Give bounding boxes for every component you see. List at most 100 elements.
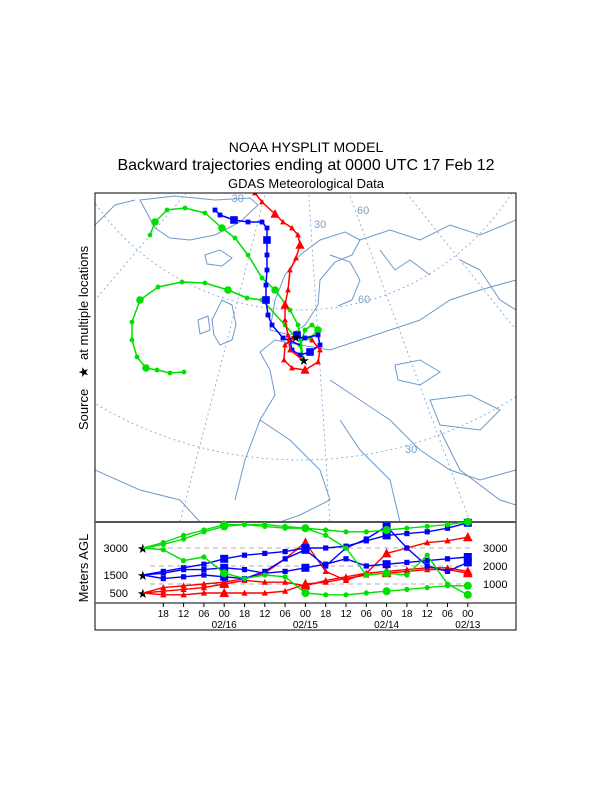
triangle-marker	[200, 580, 208, 587]
circle-marker	[404, 525, 410, 531]
circle-marker	[147, 232, 153, 238]
triangle-marker	[281, 578, 289, 585]
square-marker	[302, 335, 308, 341]
x-tick-label: 12	[259, 609, 271, 620]
square-marker	[264, 267, 270, 273]
triangle-marker	[160, 587, 167, 594]
circle-marker	[151, 218, 159, 226]
source-star-icon: ★	[290, 330, 302, 345]
x-tick-label: 00	[462, 609, 474, 620]
trajectory-path	[131, 281, 296, 374]
graticule-label: 30	[405, 444, 417, 456]
series-1500-m-b	[142, 553, 472, 576]
date-label: 02/16	[212, 620, 237, 631]
circle-marker	[382, 587, 391, 596]
circle-marker	[424, 552, 430, 558]
circle-marker	[444, 522, 451, 528]
graticule-label: -30	[228, 193, 244, 205]
triangle-marker	[200, 589, 208, 596]
square-marker	[297, 352, 303, 358]
square-marker	[263, 282, 269, 288]
square-marker	[262, 296, 270, 304]
circle-marker	[282, 525, 288, 531]
circle-marker	[232, 235, 238, 241]
right-tick-label: 3000	[483, 543, 507, 555]
plot-subtitle: GDAS Meteorological Data	[228, 176, 385, 191]
circle-marker	[201, 554, 207, 560]
circle-marker	[164, 207, 170, 213]
circle-marker	[382, 569, 391, 578]
triangle-marker	[259, 198, 265, 205]
circle-marker	[463, 590, 472, 599]
circle-marker	[160, 541, 166, 548]
square-marker	[463, 558, 472, 567]
square-marker	[382, 531, 391, 540]
circle-marker	[136, 296, 144, 304]
x-tick-label: 00	[300, 609, 312, 620]
triangle-marker	[282, 341, 288, 348]
triangle-marker	[219, 578, 229, 588]
square-marker	[160, 576, 166, 582]
circle-marker	[154, 367, 160, 373]
circle-marker	[259, 275, 265, 281]
circle-marker	[463, 581, 472, 590]
circle-marker	[202, 210, 208, 216]
square-marker	[343, 556, 349, 562]
circle-marker	[343, 592, 349, 598]
square-marker	[264, 225, 270, 231]
circle-marker	[202, 280, 208, 286]
square-marker	[201, 561, 207, 567]
triangle-marker	[424, 566, 431, 573]
left-tick-label: 3000	[104, 543, 128, 555]
triangle-marker	[219, 587, 229, 597]
star-icon: ★	[137, 541, 149, 556]
circle-marker	[220, 569, 229, 578]
square-marker	[444, 525, 451, 531]
square-marker	[363, 536, 369, 542]
triangle-marker	[424, 539, 431, 546]
circle-marker	[363, 572, 369, 578]
map-trajectory-blue	[287, 331, 323, 358]
square-marker	[181, 567, 187, 573]
x-tick-label: 12	[178, 609, 190, 620]
map-trajectory-green	[147, 205, 304, 361]
map-panel: -30 30 60 60 30 ★★	[94, 192, 517, 523]
square-marker	[282, 568, 288, 574]
circle-marker	[424, 523, 430, 530]
square-marker	[363, 563, 369, 569]
date-label: 02/13	[455, 620, 480, 631]
triangle-marker	[200, 584, 208, 591]
square-marker	[259, 219, 265, 225]
circle-marker	[404, 572, 410, 578]
triangle-marker	[315, 358, 321, 365]
star-icon: ★	[137, 586, 149, 601]
square-marker	[289, 347, 295, 353]
triangle-marker	[309, 336, 315, 343]
square-marker	[230, 216, 238, 224]
triangle-marker	[300, 578, 311, 588]
square-marker	[315, 332, 321, 338]
square-marker	[444, 568, 451, 574]
map-trajectory-blue	[212, 207, 301, 346]
circle-marker	[382, 526, 391, 534]
square-marker	[444, 556, 451, 562]
square-marker	[424, 529, 430, 535]
square-marker	[317, 342, 323, 348]
circle-marker	[295, 322, 301, 328]
series-3000-m-c	[142, 547, 472, 598]
square-marker	[217, 212, 223, 218]
triangle-marker	[241, 589, 248, 596]
map-trajectory-red	[252, 193, 305, 361]
circle-marker	[241, 522, 248, 528]
model-title: NOAA HYSPLIT MODEL	[229, 139, 384, 155]
square-marker	[306, 348, 314, 356]
square-marker	[404, 545, 410, 551]
star-icon: ★	[76, 366, 91, 378]
triangle-marker	[285, 331, 291, 338]
meters-agl-label: Meters AGL	[76, 534, 91, 603]
triangle-marker	[287, 346, 293, 353]
circle-marker	[142, 364, 150, 372]
triangle-marker	[322, 578, 329, 585]
circle-marker	[182, 205, 188, 211]
triangle-marker	[281, 587, 289, 594]
